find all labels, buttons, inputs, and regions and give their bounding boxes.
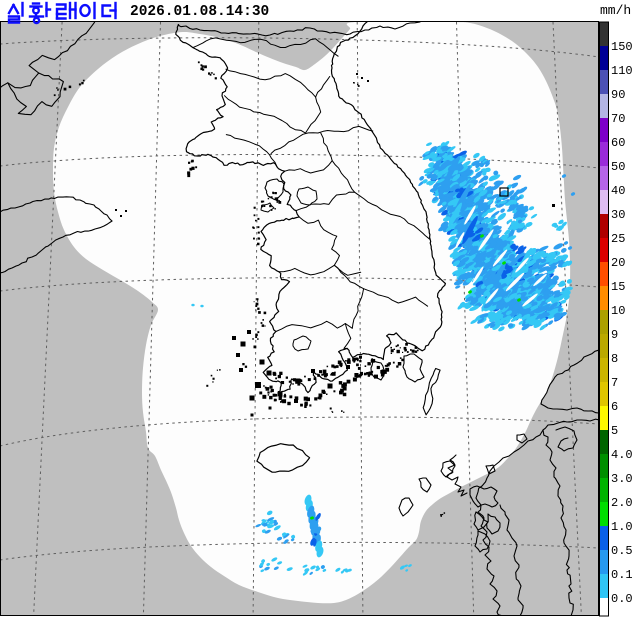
svg-text:60: 60 <box>611 136 625 150</box>
svg-text:2026.01.08.14:30: 2026.01.08.14:30 <box>130 4 269 20</box>
svg-text:40: 40 <box>611 184 625 198</box>
svg-text:mm/h: mm/h <box>600 3 631 18</box>
svg-text:0.0: 0.0 <box>611 592 633 606</box>
svg-text:20: 20 <box>611 256 625 270</box>
svg-text:1.0: 1.0 <box>611 520 633 534</box>
svg-text:150: 150 <box>611 40 633 54</box>
svg-text:110: 110 <box>611 64 633 78</box>
svg-text:70: 70 <box>611 112 625 126</box>
svg-text:0.5: 0.5 <box>611 544 633 558</box>
svg-text:8: 8 <box>611 352 618 366</box>
svg-text:90: 90 <box>611 88 625 102</box>
svg-text:9: 9 <box>611 328 618 342</box>
svg-text:5: 5 <box>611 424 618 438</box>
svg-text:3.0: 3.0 <box>611 472 633 486</box>
svg-text:2.0: 2.0 <box>611 496 633 510</box>
svg-text:15: 15 <box>611 280 625 294</box>
svg-text:50: 50 <box>611 160 625 174</box>
svg-text:7: 7 <box>611 376 618 390</box>
svg-text:4.0: 4.0 <box>611 448 633 462</box>
svg-text:30: 30 <box>611 208 625 222</box>
svg-text:0.1: 0.1 <box>611 568 633 582</box>
svg-text:25: 25 <box>611 232 625 246</box>
svg-text:6: 6 <box>611 400 618 414</box>
svg-text:10: 10 <box>611 304 625 318</box>
